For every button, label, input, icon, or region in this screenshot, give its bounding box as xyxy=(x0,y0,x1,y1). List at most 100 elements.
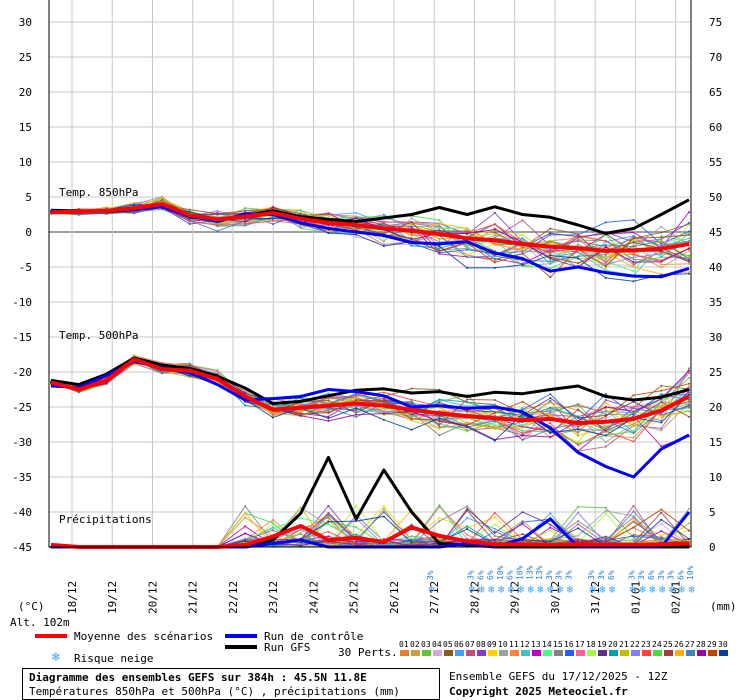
pert-color-swatch xyxy=(587,650,596,656)
perturbation-point xyxy=(632,235,635,238)
perturbation-point xyxy=(160,361,163,364)
perturbation-point xyxy=(688,522,690,525)
perturbation-point xyxy=(577,534,580,537)
perturbation-point xyxy=(493,403,496,406)
perturbation-point xyxy=(355,233,358,236)
perturbation-point xyxy=(493,414,496,417)
perturbation-point xyxy=(410,223,413,226)
perturbation-point xyxy=(466,426,469,429)
perturbation-point xyxy=(160,196,163,199)
perturbation-point xyxy=(549,267,552,270)
perturbation-point xyxy=(355,396,358,399)
perturbation-point xyxy=(438,398,441,401)
perturbation-point xyxy=(410,233,413,236)
perturbation-point xyxy=(105,382,108,385)
perturbation-point xyxy=(327,512,330,515)
snow-flake-icon: ❄ xyxy=(547,583,554,596)
series-line-2-t500 xyxy=(50,356,690,405)
snow-flake-icon: ❄ xyxy=(599,583,606,596)
pert-number: 17 xyxy=(575,640,585,649)
perturbation-point xyxy=(688,250,690,253)
perturbation-point xyxy=(493,234,496,237)
pert-color-swatch xyxy=(510,650,519,656)
snow-risk-markers: 3%❄3%❄6%❄6%❄10%❄6%❄10%❄13%❄13%❄3%❄3%❄3%❄… xyxy=(426,565,695,596)
perturbation-point xyxy=(410,417,413,420)
right-tick-label: 55 xyxy=(709,156,722,169)
perturbation-point xyxy=(493,411,496,414)
left-tick-label: -5 xyxy=(19,261,32,274)
perturbation-point xyxy=(410,387,413,390)
snow-pct-label: 10% xyxy=(686,565,695,580)
perturbation-point xyxy=(410,412,413,415)
perturbation-point xyxy=(188,374,191,377)
perturbation-point xyxy=(604,276,607,279)
perturbation-point xyxy=(327,392,330,395)
perturbation-point xyxy=(244,222,247,225)
perturbation-point xyxy=(604,426,607,429)
perturbation-point xyxy=(521,426,524,429)
perturbation-point xyxy=(688,234,690,237)
perturbation-point xyxy=(521,219,524,222)
series-line-0-t500 xyxy=(50,357,690,426)
perturbation-point xyxy=(466,422,469,425)
perturbation-point xyxy=(660,266,663,269)
perturbation-point xyxy=(549,233,552,236)
perturbation-point xyxy=(382,391,385,394)
pert-number: 01 xyxy=(399,640,409,649)
perturbation-point xyxy=(660,239,663,242)
perturbation-point xyxy=(438,219,441,222)
snow-flake-icon: ❄ xyxy=(478,583,485,596)
perturbation-point xyxy=(660,389,663,392)
snow-pct-label: 3% xyxy=(545,570,554,580)
panel-label-precip: Précipitations xyxy=(59,513,152,526)
right-tick-label: 0 xyxy=(709,541,716,554)
perturbation-point xyxy=(466,229,469,232)
pert-number: 14 xyxy=(542,640,552,649)
perturbation-point xyxy=(438,520,441,523)
perturbation-point xyxy=(632,258,635,261)
perturbation-point xyxy=(410,419,413,422)
pert-number: 26 xyxy=(674,640,684,649)
perturbation-point xyxy=(604,246,607,249)
perturbation-point xyxy=(355,393,358,396)
x-tick-label: 19/12 xyxy=(106,581,119,614)
perturbation-point xyxy=(660,260,663,263)
perturbation-point xyxy=(632,394,635,397)
perturbation-point xyxy=(521,252,524,255)
perturbation-point xyxy=(410,398,413,401)
perturbation-point xyxy=(382,538,385,541)
perturbation-point xyxy=(632,231,635,234)
x-tick-label: 24/12 xyxy=(307,581,320,614)
perturbation-point xyxy=(632,412,635,415)
perturbation-point xyxy=(632,516,635,519)
snow-flake-icon: ❄ xyxy=(428,583,435,596)
perturbation-point xyxy=(549,529,552,532)
perturbation-point xyxy=(577,523,580,526)
perturbation-point xyxy=(688,239,690,242)
perturbation-point xyxy=(493,424,496,427)
perturbation-point xyxy=(382,220,385,223)
plot-frame xyxy=(48,0,692,548)
perturbation-point xyxy=(271,414,274,417)
perturbation-point xyxy=(493,540,496,543)
snow-flake-icon: ❄ xyxy=(517,583,524,596)
perturbation-point xyxy=(632,421,635,424)
perturbation-line xyxy=(50,200,690,276)
right-tick-label: 60 xyxy=(709,121,722,134)
perturbation-point xyxy=(327,411,330,414)
perturbation-point xyxy=(299,403,302,406)
perturbation-point xyxy=(327,520,330,523)
perturbation-point xyxy=(466,533,469,536)
perturbation-point xyxy=(604,265,607,268)
perturbation-point xyxy=(549,401,552,404)
perturbation-point xyxy=(327,212,330,215)
perturbation-point xyxy=(438,245,441,248)
perturbation-point xyxy=(382,240,385,243)
perturbation-point xyxy=(604,257,607,260)
right-tick-label: 65 xyxy=(709,86,722,99)
x-tick-label: 28/12 xyxy=(468,581,481,614)
snow-pct-label: 6% xyxy=(486,570,495,580)
perturbation-point xyxy=(105,206,108,209)
perturbation-point xyxy=(327,401,330,404)
pert-color-swatch xyxy=(499,650,508,656)
